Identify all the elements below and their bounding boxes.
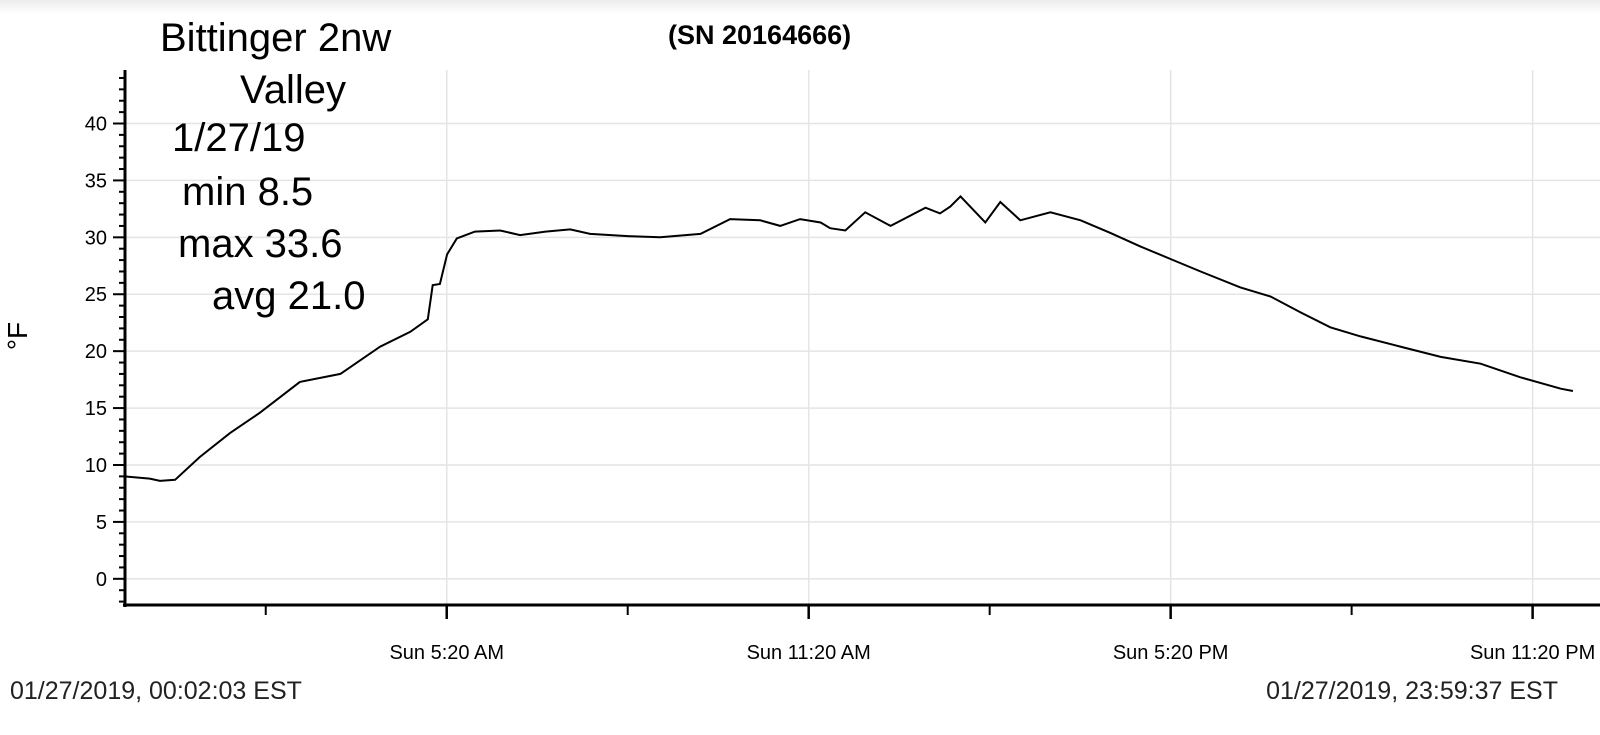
x-tick-label: Sun 5:20 PM	[1113, 642, 1229, 664]
y-tick-label: 35	[85, 170, 107, 192]
top-band	[0, 0, 1600, 14]
end-timestamp: 01/27/2019, 23:59:37 EST	[1266, 677, 1558, 705]
y-tick-label: 30	[85, 227, 107, 249]
max-label: max 33.6	[178, 222, 343, 266]
grid	[125, 70, 1600, 605]
y-tick-label: 0	[96, 569, 107, 591]
y-tick-label: 5	[96, 512, 107, 534]
y-tick-label: 15	[85, 398, 107, 420]
station-name: Bittinger 2nw	[160, 16, 392, 60]
site-name: Valley	[240, 68, 346, 112]
min-label: min 8.5	[182, 170, 314, 214]
y-tick-label: 20	[85, 341, 107, 363]
serial-number: (SN 20164666)	[668, 20, 852, 50]
temperature-line	[124, 194, 1574, 482]
x-tick-label: Sun 11:20 AM	[747, 642, 871, 664]
y-tick-label: 25	[85, 284, 107, 306]
x-tick-label: Sun 11:20 PM	[1470, 642, 1595, 664]
x-tick-label: Sun 5:20 AM	[389, 642, 504, 664]
axes	[113, 70, 1600, 619]
y-tick-label: 10	[85, 455, 107, 477]
start-timestamp: 01/27/2019, 00:02:03 EST	[10, 677, 302, 705]
date-label: 1/27/19	[172, 116, 306, 160]
tick-labels: 0 5 10 15 20 25 30 35 40 Sun 5:20 AM Sun 11:20 AM S…	[85, 114, 1595, 665]
y-tick-label: 40	[85, 114, 107, 136]
y-axis-label: °F	[2, 321, 34, 351]
avg-label: avg 21.0	[212, 274, 366, 318]
